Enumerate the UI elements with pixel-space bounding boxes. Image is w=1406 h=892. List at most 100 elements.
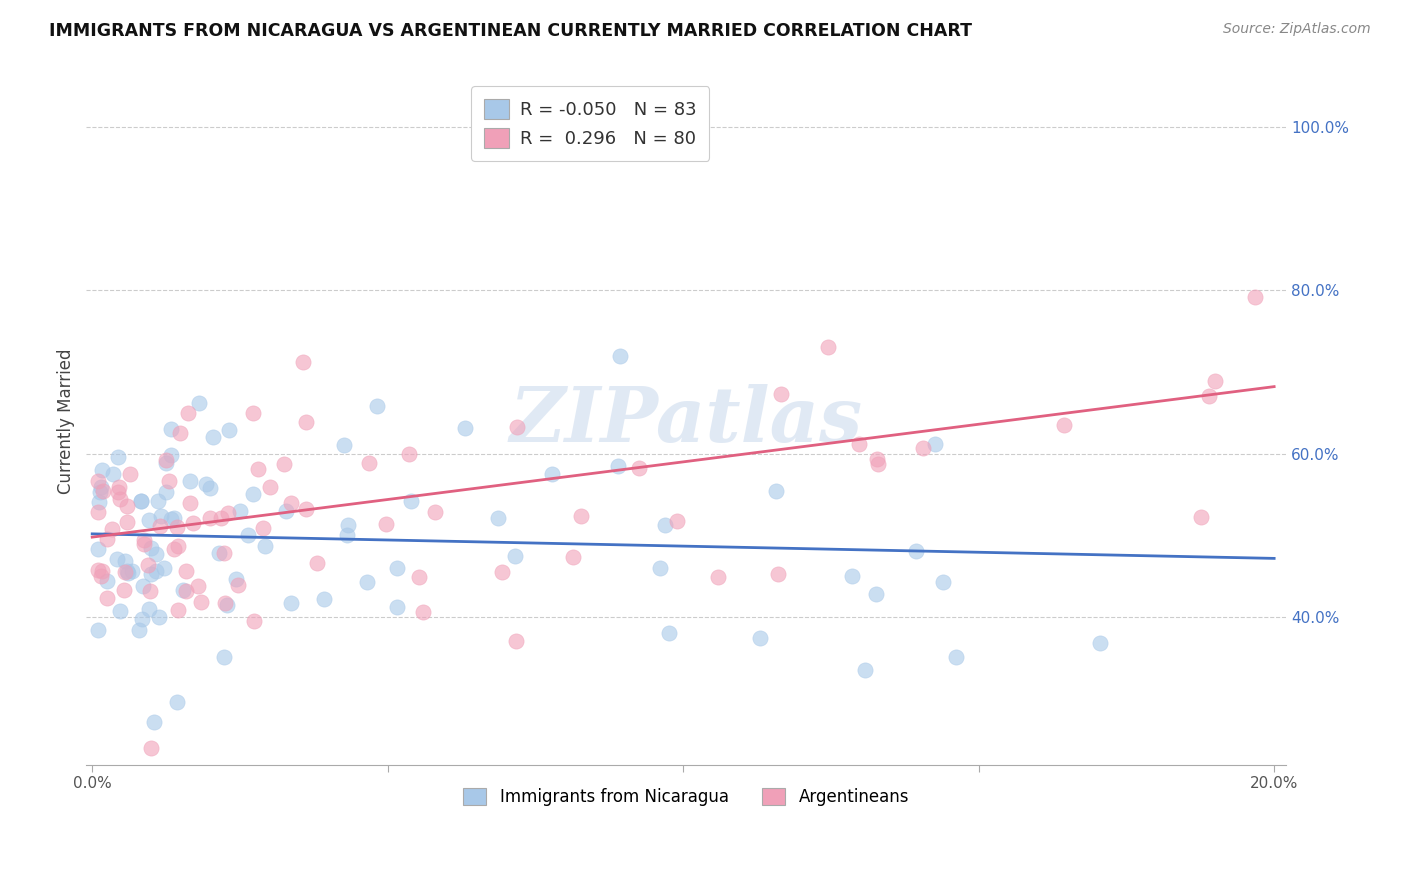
Point bbox=[561, 549, 583, 564]
Point bbox=[91, 463, 114, 477]
Point bbox=[399, 494, 422, 508]
Point bbox=[195, 476, 218, 491]
Point bbox=[187, 579, 209, 593]
Point bbox=[853, 663, 876, 677]
Point bbox=[179, 474, 201, 488]
Point bbox=[817, 340, 839, 354]
Point bbox=[486, 510, 509, 524]
Point bbox=[188, 396, 211, 410]
Point bbox=[506, 420, 529, 434]
Point bbox=[217, 507, 239, 521]
Point bbox=[1189, 510, 1212, 524]
Point bbox=[198, 481, 221, 495]
Point bbox=[157, 474, 180, 488]
Point bbox=[160, 512, 183, 526]
Point bbox=[115, 565, 138, 579]
Point bbox=[1204, 375, 1226, 389]
Point bbox=[155, 456, 177, 470]
Point bbox=[132, 533, 155, 547]
Point bbox=[96, 574, 118, 588]
Point bbox=[366, 400, 388, 414]
Point bbox=[110, 492, 132, 507]
Point bbox=[163, 511, 186, 525]
Point bbox=[87, 474, 110, 488]
Point bbox=[146, 494, 169, 508]
Point bbox=[172, 582, 194, 597]
Point bbox=[866, 457, 889, 471]
Point bbox=[90, 569, 112, 583]
Point bbox=[226, 578, 249, 592]
Point bbox=[129, 494, 152, 508]
Point bbox=[214, 596, 236, 610]
Point bbox=[707, 570, 730, 584]
Point bbox=[107, 485, 129, 500]
Point bbox=[155, 484, 177, 499]
Point bbox=[425, 505, 447, 519]
Point bbox=[333, 438, 356, 452]
Point bbox=[236, 527, 259, 541]
Point bbox=[274, 504, 297, 518]
Point bbox=[650, 561, 672, 575]
Point bbox=[491, 565, 513, 579]
Point bbox=[139, 741, 162, 756]
Point bbox=[749, 631, 772, 645]
Point bbox=[132, 579, 155, 593]
Point bbox=[247, 461, 270, 475]
Point bbox=[654, 518, 676, 533]
Point bbox=[89, 484, 111, 499]
Point bbox=[148, 610, 170, 624]
Point bbox=[295, 415, 318, 429]
Point bbox=[357, 456, 380, 470]
Point bbox=[136, 558, 159, 572]
Point bbox=[139, 567, 162, 582]
Point bbox=[96, 532, 118, 546]
Point bbox=[924, 437, 946, 451]
Text: Source: ZipAtlas.com: Source: ZipAtlas.com bbox=[1223, 22, 1371, 37]
Text: IMMIGRANTS FROM NICARAGUA VS ARGENTINEAN CURRENTLY MARRIED CORRELATION CHART: IMMIGRANTS FROM NICARAGUA VS ARGENTINEAN… bbox=[49, 22, 972, 40]
Y-axis label: Currently Married: Currently Married bbox=[58, 348, 75, 494]
Point bbox=[398, 447, 420, 461]
Point bbox=[160, 448, 183, 462]
Point bbox=[107, 450, 129, 464]
Point bbox=[408, 570, 430, 584]
Point bbox=[225, 573, 247, 587]
Point bbox=[145, 547, 167, 561]
Point bbox=[356, 575, 378, 590]
Point bbox=[307, 556, 329, 570]
Point bbox=[177, 406, 200, 420]
Point bbox=[139, 584, 162, 599]
Point bbox=[666, 514, 689, 528]
Point bbox=[387, 599, 409, 614]
Point bbox=[87, 563, 110, 577]
Point bbox=[769, 387, 792, 401]
Point bbox=[163, 541, 186, 556]
Point bbox=[118, 467, 141, 482]
Point bbox=[169, 426, 191, 441]
Point bbox=[108, 604, 131, 618]
Point bbox=[336, 518, 359, 533]
Point bbox=[932, 574, 955, 589]
Point bbox=[90, 480, 112, 494]
Point bbox=[208, 546, 231, 560]
Point bbox=[412, 605, 434, 619]
Point bbox=[174, 564, 197, 578]
Point bbox=[87, 541, 110, 556]
Point bbox=[229, 503, 252, 517]
Point bbox=[87, 624, 110, 638]
Point bbox=[1053, 417, 1076, 432]
Point bbox=[375, 517, 398, 532]
Point bbox=[115, 499, 138, 513]
Point bbox=[911, 441, 934, 455]
Point bbox=[841, 569, 863, 583]
Point bbox=[166, 520, 188, 534]
Point bbox=[134, 537, 156, 551]
Point bbox=[131, 612, 153, 626]
Point bbox=[87, 505, 110, 519]
Point bbox=[108, 480, 131, 494]
Point bbox=[142, 715, 165, 730]
Point bbox=[212, 649, 235, 664]
Point bbox=[218, 423, 240, 437]
Point bbox=[503, 549, 526, 564]
Point bbox=[945, 649, 967, 664]
Point bbox=[153, 560, 176, 574]
